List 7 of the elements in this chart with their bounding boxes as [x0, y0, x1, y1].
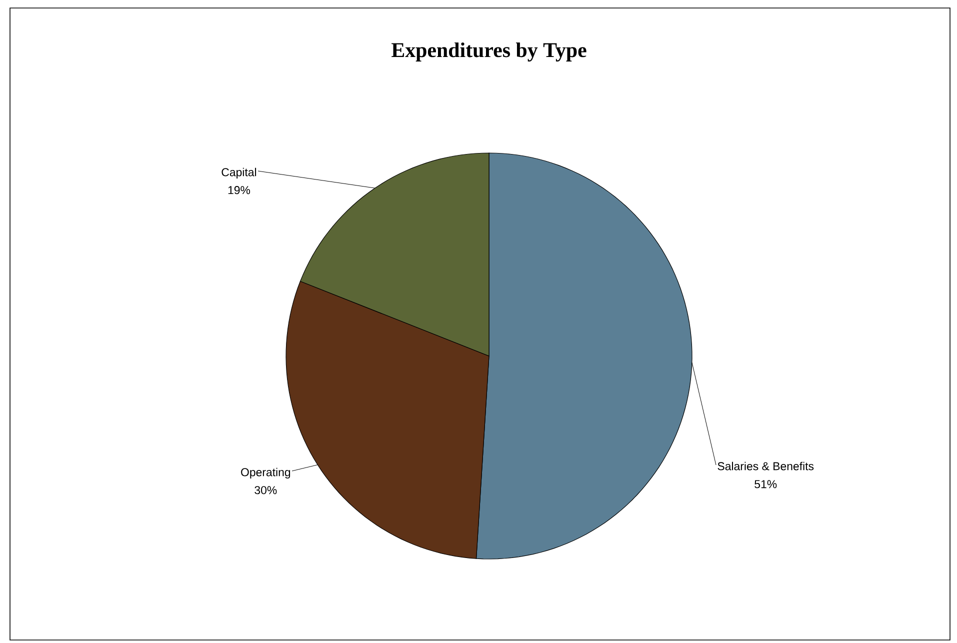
- data-label: 19%: [228, 186, 250, 194]
- data-label: 51%: [754, 480, 777, 488]
- slice-label: Capital: [222, 168, 256, 179]
- data-label: 30%: [254, 486, 277, 494]
- slice-label: Salaries & Benefits: [718, 462, 814, 470]
- chart-title: Expenditures by Type: [392, 42, 586, 62]
- slice-label: Operating: [241, 468, 290, 479]
